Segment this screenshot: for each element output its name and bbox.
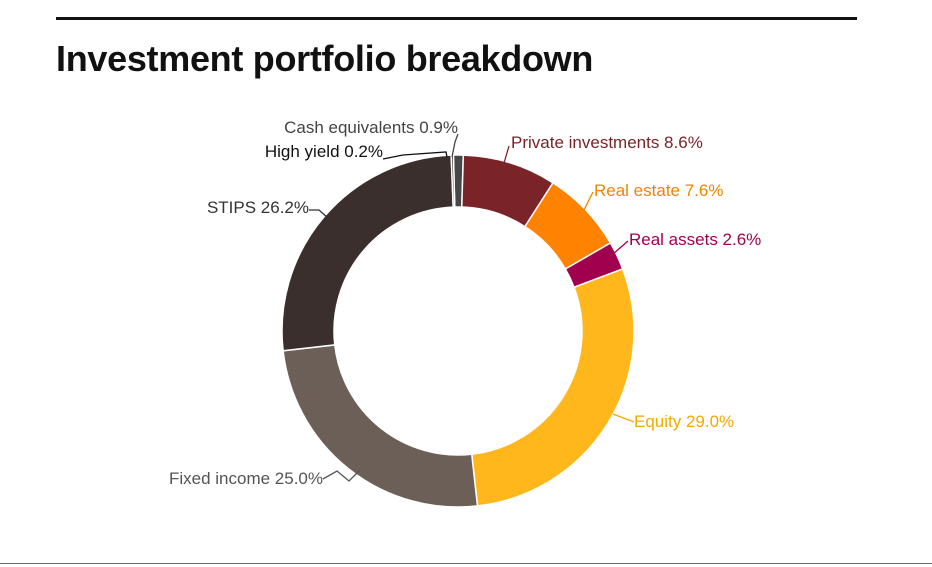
leader-line-equity <box>612 413 635 423</box>
leader-line-high-yield <box>382 151 448 160</box>
top-rule <box>56 17 857 20</box>
slice-label-high-yield: High yield 0.2% <box>265 142 383 161</box>
slice-label-real-estate: Real estate 7.6% <box>594 181 723 200</box>
slice-label-real-assets: Real assets 2.6% <box>629 230 761 249</box>
slice-label-private-investments: Private investments 8.6% <box>511 133 703 152</box>
bottom-rule <box>0 563 932 564</box>
leader-line-fixed-income <box>322 469 361 482</box>
slices-group <box>281 154 635 508</box>
slice-label-stips: STIPS 26.2% <box>207 198 309 217</box>
slice-label-fixed-income: Fixed income 25.0% <box>169 469 323 488</box>
leader-line-private-investments <box>503 145 510 164</box>
leader-line-real-estate <box>583 191 594 211</box>
slice-stips <box>281 154 454 352</box>
slice-label-cash-equivalents: Cash equivalents 0.9% <box>284 118 458 137</box>
leader-line-real-assets <box>612 240 629 255</box>
leader-line-stips <box>309 209 329 219</box>
slice-label-equity: Equity 29.0% <box>634 412 734 431</box>
slice-equity <box>470 267 635 507</box>
leader-lines-group <box>309 133 635 482</box>
labels-group: Cash equivalents 0.9% Private investments… <box>169 118 761 488</box>
leader-line-cash-equivalents <box>451 133 459 158</box>
page-title: Investment portfolio breakdown <box>56 38 594 79</box>
